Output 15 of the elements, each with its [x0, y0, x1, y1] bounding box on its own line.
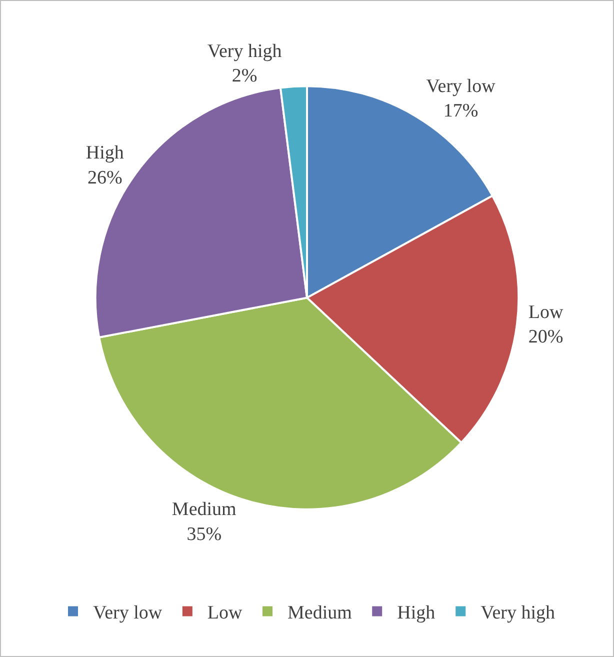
- slice-label: Medium: [172, 499, 237, 520]
- slice-label: Very low: [426, 76, 496, 97]
- data-label: 35%: [186, 524, 222, 545]
- legend-label: Low: [207, 602, 243, 624]
- data-label: 17%: [443, 100, 478, 122]
- data-label: 26%: [87, 167, 122, 188]
- legend-label: Medium: [288, 602, 352, 624]
- legend-label: Very low: [93, 602, 162, 624]
- slice-label: Very high: [207, 40, 282, 62]
- slice-label: Low: [528, 302, 564, 323]
- legend-label: Very high: [480, 602, 556, 624]
- data-label: 20%: [528, 326, 564, 348]
- slice-label: High: [86, 142, 124, 164]
- data-label: 2%: [232, 66, 258, 87]
- legend-label: High: [397, 602, 436, 624]
